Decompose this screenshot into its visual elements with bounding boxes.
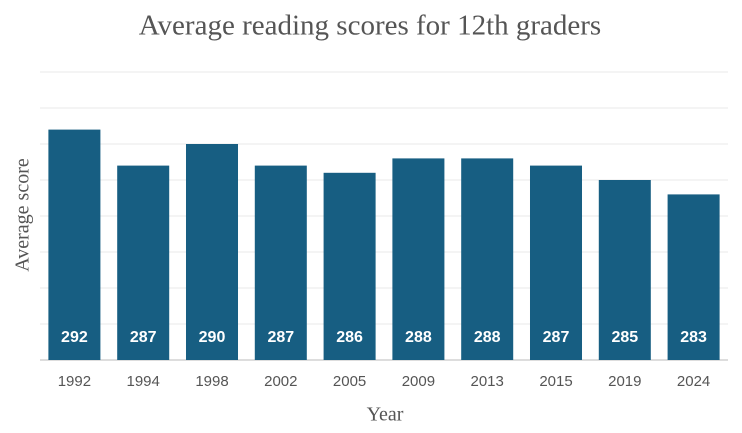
x-tick-label: 2009 xyxy=(402,373,435,390)
x-tick-label: 2002 xyxy=(264,373,297,390)
x-tick-label: 1994 xyxy=(127,373,160,390)
value-label: 283 xyxy=(680,329,707,346)
value-label: 287 xyxy=(130,329,157,346)
x-tick-label: 2015 xyxy=(539,373,572,390)
x-axis-label: Year xyxy=(367,404,404,426)
value-label: 288 xyxy=(474,329,501,346)
value-label: 287 xyxy=(267,329,294,346)
x-tick-label: 2013 xyxy=(471,373,504,390)
bar xyxy=(185,144,239,360)
bar xyxy=(461,158,514,360)
chart-title: Average reading scores for 12th graders xyxy=(139,10,601,42)
value-label: 286 xyxy=(336,329,363,346)
bar xyxy=(529,165,583,360)
x-tick-label: 1992 xyxy=(58,373,91,390)
value-label: 290 xyxy=(199,329,226,346)
bar xyxy=(254,165,307,360)
bar xyxy=(667,194,720,360)
bar xyxy=(48,129,101,360)
x-tick-label: 2024 xyxy=(677,373,710,390)
value-label: 288 xyxy=(405,329,432,346)
bar xyxy=(323,172,376,360)
value-label: 287 xyxy=(543,329,570,346)
x-tick-label: 2019 xyxy=(608,373,641,390)
x-tick-label: 1998 xyxy=(195,373,228,390)
bar xyxy=(117,165,170,360)
value-label: 285 xyxy=(611,329,638,346)
value-label: 292 xyxy=(61,329,88,346)
y-axis-label: Average score xyxy=(12,158,34,272)
x-tick-label: 2005 xyxy=(333,373,366,390)
bar xyxy=(392,158,445,360)
bar xyxy=(598,180,651,360)
